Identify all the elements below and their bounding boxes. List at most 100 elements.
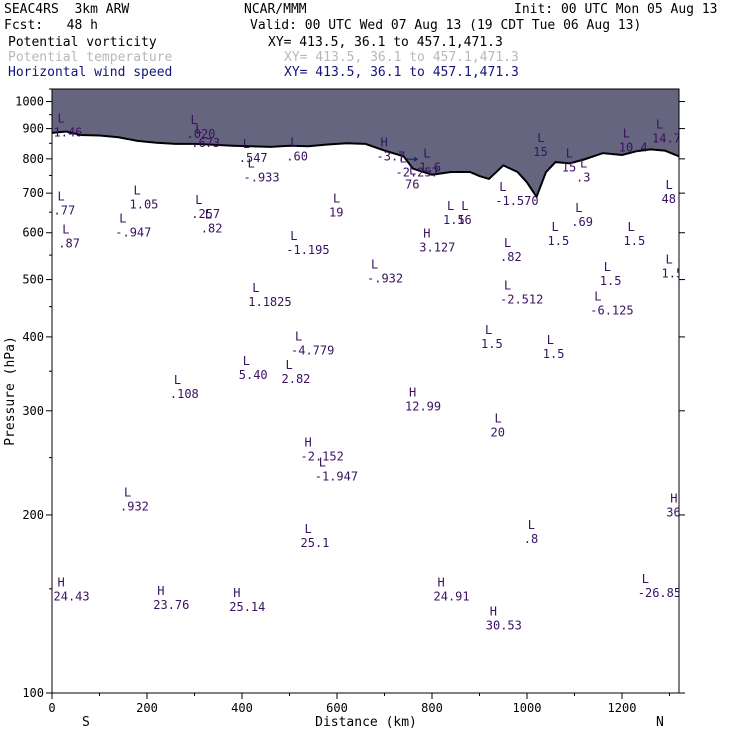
- wind-vector-head: [548, 266, 552, 270]
- wind-vector-head: [389, 568, 393, 572]
- wind-vector-head: [579, 288, 583, 292]
- wind-vector-head: [142, 146, 147, 151]
- extremum-value: .108: [170, 387, 199, 401]
- wind-vector-head: [225, 464, 229, 468]
- wind-vector-head: [484, 232, 488, 236]
- wind-vector-head: [92, 360, 96, 364]
- wind-vector: [249, 233, 251, 259]
- wind-vector: [362, 167, 374, 173]
- wind-vector: [306, 270, 319, 273]
- stratosphere-texture: [479, 659, 489, 664]
- wind-vector: [116, 308, 128, 312]
- wind-speed-contour: [508, 336, 679, 364]
- wind-vector: [420, 201, 422, 227]
- wind-vector: [115, 196, 130, 197]
- wind-vector-head: [238, 249, 242, 253]
- wind-vector-head: [335, 513, 339, 517]
- wind-vector-head: [297, 515, 301, 519]
- wind-vector-head: [525, 246, 529, 250]
- high-marker: H: [381, 136, 388, 150]
- wind-vector: [629, 250, 646, 252]
- high-marker: H: [670, 492, 677, 506]
- wind-vector-head: [640, 514, 644, 518]
- wind-vector: [59, 290, 72, 293]
- wind-vector: [496, 392, 514, 395]
- wind-vector: [211, 170, 229, 173]
- wind-vector: [553, 394, 564, 397]
- wind-vector-head: [222, 313, 226, 317]
- wind-vector: [534, 216, 546, 219]
- wind-vector-head: [600, 213, 604, 217]
- wind-vector-head: [249, 208, 253, 212]
- stratosphere-texture: [372, 660, 382, 666]
- pv-anomaly-cell: [467, 235, 474, 241]
- wind-vector-head: [72, 185, 77, 191]
- wind-vector-head: [296, 361, 300, 365]
- wind-vector-head: [295, 216, 299, 220]
- wind-vector-head: [468, 427, 472, 431]
- wind-vector-head: [471, 515, 475, 519]
- wind-vector: [420, 290, 422, 316]
- wind-vector: [382, 464, 395, 468]
- wind-vector-head: [546, 361, 550, 365]
- wind-vector-head: [486, 184, 491, 190]
- wind-vector: [515, 267, 531, 269]
- extremum-value: 23.76: [153, 598, 189, 612]
- wind-vector: [249, 515, 263, 518]
- wind-vector-head: [296, 571, 300, 575]
- wind-vector-head: [617, 234, 621, 238]
- wind-vector-head: [503, 360, 507, 364]
- wind-vector-head: [142, 428, 146, 432]
- wind-vector-head: [667, 239, 671, 243]
- wind-vector: [78, 464, 89, 468]
- wind-vector-head: [656, 468, 660, 472]
- wind-vector-head: [565, 183, 570, 189]
- wind-vector: [382, 337, 397, 341]
- wind-vector: [496, 511, 507, 515]
- wind-vector-head: [249, 417, 253, 421]
- stratosphere-texture: [235, 661, 246, 671]
- stratosphere-texture: [564, 662, 570, 667]
- wind-vector-head: [129, 270, 133, 274]
- wind-vector-head: [393, 338, 397, 342]
- wind-vector-head: [471, 233, 475, 237]
- wind-vector-head: [427, 469, 431, 473]
- wind-vector: [648, 170, 663, 173]
- wind-vector: [344, 171, 360, 174]
- wind-vector-head: [370, 364, 374, 368]
- wind-vector: [534, 312, 547, 313]
- wind-vector-head: [371, 310, 375, 314]
- wind-vector: [97, 336, 113, 337]
- wind-vector: [211, 394, 222, 396]
- wind-vector: [477, 185, 491, 188]
- low-marker: L: [666, 178, 673, 192]
- wind-vector: [439, 515, 455, 517]
- wind-vector-head: [638, 288, 642, 292]
- wind-vector-head: [507, 573, 511, 577]
- y-tick-label: 1000: [15, 95, 44, 109]
- wind-vector-head: [389, 232, 393, 236]
- stratosphere-texture: [89, 655, 101, 662]
- wind-vector-head: [483, 395, 487, 399]
- extremum-value: 15: [533, 145, 547, 159]
- wind-vector-head: [450, 265, 454, 269]
- wind-vector: [534, 466, 550, 468]
- low-marker: L: [174, 373, 181, 387]
- wind-vector: [287, 465, 299, 468]
- wind-vector: [382, 233, 393, 235]
- wind-vector: [325, 157, 338, 160]
- wind-vector-head: [205, 334, 209, 338]
- wind-vector-head: [163, 186, 169, 191]
- wind-vector-head: [413, 156, 418, 162]
- wind-vector-head: [597, 333, 601, 337]
- wind-vector: [382, 394, 396, 396]
- wind-vector: [135, 572, 151, 573]
- wind-vector: [173, 185, 190, 191]
- wind-vector: [667, 337, 669, 363]
- low-marker: L: [628, 220, 635, 234]
- wind-vector: [268, 569, 280, 572]
- wind-vector-head: [318, 214, 322, 218]
- wind-vector-head: [111, 246, 115, 250]
- wind-vector: [591, 334, 601, 337]
- low-marker: L: [248, 157, 255, 171]
